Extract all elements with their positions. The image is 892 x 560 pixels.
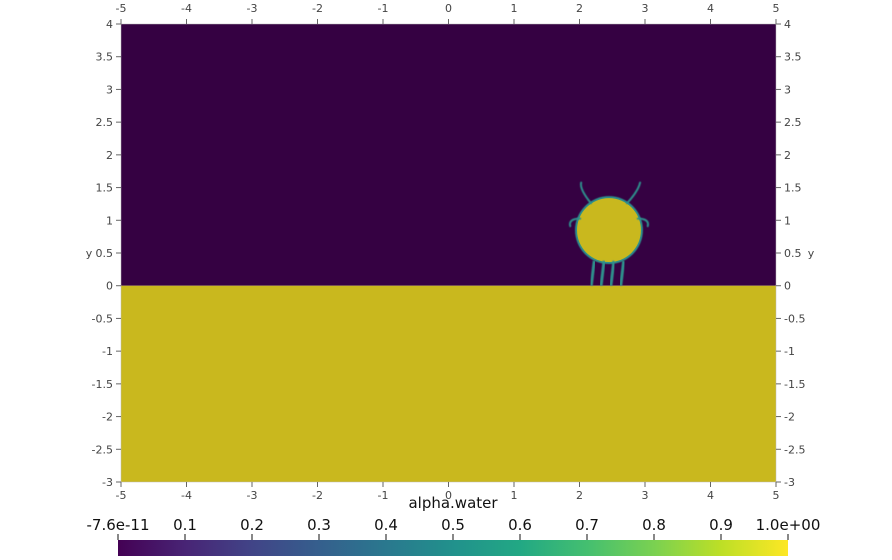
- y-tick-label-right: 1.5: [784, 182, 802, 195]
- x-tick-label-top: 2: [576, 2, 583, 15]
- y-tick-label-right: 1: [784, 214, 791, 227]
- x-tick-label-bottom: -3: [247, 489, 258, 502]
- y-tick-label-left: -3: [102, 476, 113, 489]
- y-tick-label-left: 1: [106, 214, 113, 227]
- droplet-spray-ligaments: [568, 181, 650, 286]
- field-layer: [121, 24, 776, 482]
- y-tick-label-right: 3.5: [784, 51, 802, 64]
- colorbar-tick-label: 0.9: [709, 516, 733, 534]
- droplet-neck: [589, 260, 596, 286]
- y-tick-label-right: -2: [784, 411, 795, 424]
- x-tick-label-bottom: 0: [445, 489, 452, 502]
- x-tick-label-bottom: -4: [181, 489, 192, 502]
- x-tick-label-bottom: 2: [576, 489, 583, 502]
- colorbar-tick-label: 0.3: [307, 516, 331, 534]
- y-axis-label: y: [86, 247, 93, 260]
- x-axis-bottom: -5 -4 -3 -2 -1 0 1 2 3 4 5: [116, 482, 780, 502]
- x-tick-label-top: -5: [116, 2, 127, 15]
- y-tick-label-right: 3: [784, 83, 791, 96]
- colorbar-gradient: [118, 540, 788, 556]
- y-tick-label-right: -2.5: [784, 443, 805, 456]
- x-tick-label-top: 0: [445, 2, 452, 15]
- y-tick-label-right: 0: [784, 280, 791, 293]
- x-tick-label-top: 1: [511, 2, 518, 15]
- colorbar: alpha.water -7.6e-11 0.1 0.2 0.3 0.4 0.5 0.6 0.…: [87, 494, 821, 556]
- y-tick-label-left: -1: [102, 345, 113, 358]
- y-tick-label-right: -1: [784, 345, 795, 358]
- x-tick-label-top: -3: [247, 2, 258, 15]
- colorbar-title: alpha.water: [408, 494, 498, 512]
- colorbar-tick-label: 0.7: [575, 516, 599, 534]
- colorbar-tick-label: 0.1: [173, 516, 197, 534]
- x-tick-label-top: -2: [312, 2, 323, 15]
- y-tick-label-right: 0.5: [784, 247, 802, 260]
- colorbar-tick-label: 0.6: [508, 516, 532, 534]
- spray-ligament: [568, 217, 582, 228]
- y-tick-label-left: -2: [102, 411, 113, 424]
- y-tick-label-left: 2.5: [96, 116, 114, 129]
- spray-ligament: [625, 181, 642, 205]
- droplet-neck: [599, 260, 606, 286]
- colorbar-tick-label: 0.8: [642, 516, 666, 534]
- y-axis-label: y: [808, 247, 815, 260]
- y-tick-label-right: -1.5: [784, 378, 805, 391]
- x-tick-label-bottom: -1: [378, 489, 389, 502]
- x-tick-label-top: 4: [707, 2, 714, 15]
- spray-ligament: [579, 181, 592, 205]
- y-tick-label-left: -2.5: [92, 443, 113, 456]
- y-tick-label-left: 3.5: [96, 51, 114, 64]
- y-tick-label-left: 4: [106, 18, 113, 31]
- x-tick-label-bottom: 4: [707, 489, 714, 502]
- spray-ligament: [636, 217, 650, 228]
- y-tick-label-right: -3: [784, 476, 795, 489]
- y-tick-label-left: 3: [106, 83, 113, 96]
- x-tick-label-bottom: 1: [511, 489, 518, 502]
- x-tick-label-top: 5: [773, 2, 780, 15]
- x-tick-label-top: -4: [181, 2, 192, 15]
- water-region: [121, 285, 776, 482]
- y-axis-left: -3 -2.5 -2 -1.5 -1 -0.5 0 0.5 1 1.5 2 2.5 3 3.5 4 y: [86, 18, 121, 489]
- y-axis-right: -3 -2.5 -2 -1.5 -1 -0.5 0 0.5 1 1.5 2 2.5 3 3.5 4 y: [776, 18, 815, 489]
- y-tick-label-left: -1.5: [92, 378, 113, 391]
- y-tick-label-right: 4: [784, 18, 791, 31]
- y-tick-label-right: 2.5: [784, 116, 802, 129]
- colorbar-tick-label: -7.6e-11: [87, 516, 150, 534]
- y-tick-label-left: -0.5: [92, 312, 113, 325]
- x-tick-label-top: -1: [378, 2, 389, 15]
- colorbar-tick-label: 0.4: [374, 516, 398, 534]
- x-tick-label-bottom: 5: [773, 489, 780, 502]
- x-axis-top: -5 -4 -3 -2 -1 0 1 2 3 4 5: [116, 2, 780, 24]
- colorbar-tick-label: 1.0e+00: [756, 516, 821, 534]
- water-droplet: [577, 198, 641, 263]
- air-region: [121, 24, 776, 286]
- y-tick-label-left: 0.5: [96, 247, 114, 260]
- droplet-neck: [619, 260, 626, 286]
- colorbar-ticks: -7.6e-11 0.1 0.2 0.3 0.4 0.5 0.6 0.7 0.8 0.9 1.0e+…: [87, 516, 821, 540]
- y-tick-label-right: -0.5: [784, 312, 805, 325]
- x-tick-label-top: 3: [642, 2, 649, 15]
- colorbar-tick-label: 0.2: [240, 516, 264, 534]
- y-tick-label-left: 2: [106, 149, 113, 162]
- x-tick-label-bottom: 3: [642, 489, 649, 502]
- y-tick-label-left: 0: [106, 280, 113, 293]
- droplet-neck: [609, 260, 616, 286]
- y-tick-label-left: 1.5: [96, 182, 114, 195]
- colorbar-tick-label: 0.5: [441, 516, 465, 534]
- y-tick-label-right: 2: [784, 149, 791, 162]
- x-tick-label-bottom: -5: [116, 489, 127, 502]
- x-tick-label-bottom: -2: [312, 489, 323, 502]
